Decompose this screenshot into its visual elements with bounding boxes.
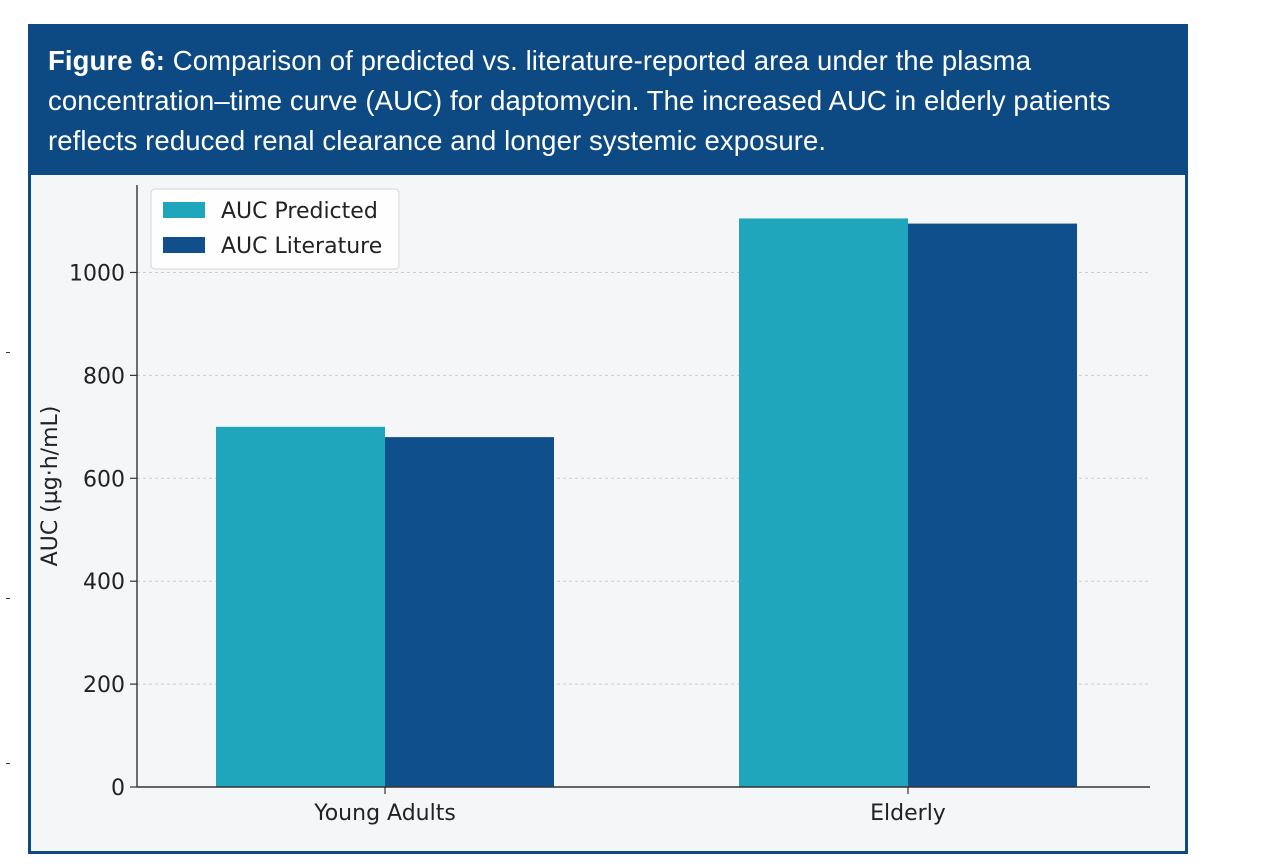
figure-label: Figure 6: <box>48 45 166 76</box>
legend: AUC Predicted AUC Literature <box>150 188 400 270</box>
y-tick-label: 400 <box>83 570 125 595</box>
x-tick-label: Elderly <box>870 801 946 826</box>
legend-swatch-0 <box>163 202 205 218</box>
figure-caption: Figure 6: Comparison of predicted vs. li… <box>31 27 1185 175</box>
figure-panel: Figure 6: Comparison of predicted vs. li… <box>28 24 1188 854</box>
y-tick-label: 200 <box>83 673 125 698</box>
legend-label-0: AUC Predicted <box>221 199 378 224</box>
bar-predicted-0 <box>216 426 385 787</box>
margin-mark <box>6 598 10 599</box>
margin-mark <box>6 352 10 353</box>
bar-literature-0 <box>385 437 554 787</box>
y-tick-label: 0 <box>111 776 125 801</box>
figure-caption-text: Comparison of predicted vs. literature-r… <box>48 45 1111 156</box>
legend-box <box>150 188 400 270</box>
y-tick-label: 1000 <box>69 261 125 286</box>
bar-chart: 0 200 400 600 800 1000 Young Adults Elderly AU… <box>31 175 1185 851</box>
legend-label-1: AUC Literature <box>221 234 382 259</box>
y-tick-label: 600 <box>83 467 125 492</box>
x-tick-label: Young Adults <box>313 801 456 826</box>
y-axis-label: AUC (µg·h/mL) <box>38 406 63 567</box>
bar-literature-1 <box>908 223 1077 788</box>
legend-swatch-1 <box>163 237 205 253</box>
margin-mark <box>6 763 10 764</box>
bar-predicted-1 <box>739 218 908 787</box>
y-tick-label: 800 <box>83 364 125 389</box>
